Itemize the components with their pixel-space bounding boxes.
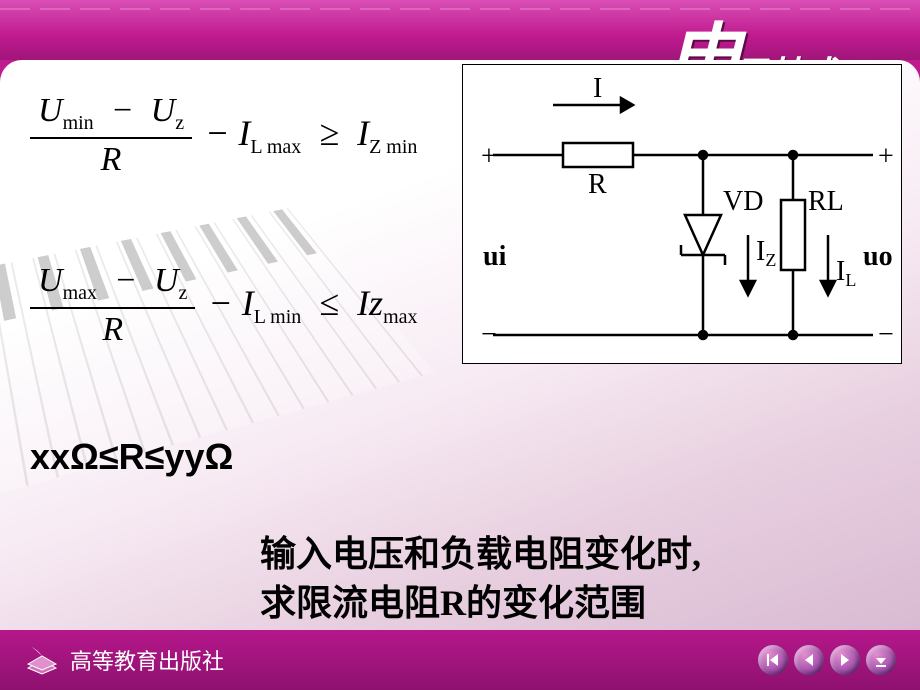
f2-den: R bbox=[30, 309, 195, 351]
circuit-VD-label: VD bbox=[723, 186, 763, 217]
circuit-ui-label: ui bbox=[483, 241, 507, 272]
f1-t2: I bbox=[238, 113, 250, 153]
f1-t3: I bbox=[357, 113, 369, 153]
f2-t2-sub: L min bbox=[254, 306, 302, 328]
circuit-plus-left: + bbox=[481, 141, 497, 172]
f2-num-right: U bbox=[154, 262, 179, 299]
formula-1: Umin − Uz R − IL max ≥ IZ min bbox=[30, 90, 417, 181]
formula-2: Umax − Uz R − IL min ≤ Izmax bbox=[30, 260, 418, 351]
nav-first-button[interactable] bbox=[758, 645, 788, 675]
publisher-name: 高等教育出版社 bbox=[70, 644, 224, 676]
f2-num-left: U bbox=[38, 262, 63, 299]
f2-t3: Iz bbox=[357, 283, 383, 323]
footer-bar: 高等教育出版社 bbox=[0, 630, 920, 690]
f2-op: ≤ bbox=[319, 283, 339, 323]
f1-num-left-sub: min bbox=[63, 112, 94, 134]
f1-op: ≥ bbox=[319, 113, 339, 153]
question-line-1: 输入电压和负载电阻变化时, bbox=[260, 530, 701, 579]
f2-t3-sub: max bbox=[383, 306, 417, 328]
header-bar: 电 子技术 基础 bbox=[0, 0, 920, 60]
nav-buttons bbox=[758, 645, 896, 675]
f1-num-right: U bbox=[151, 92, 176, 129]
result-line: xxΩ≤R≤yyΩ bbox=[30, 436, 233, 478]
fraction-2: Umax − Uz R bbox=[30, 260, 195, 351]
circuit-plus-right: + bbox=[878, 141, 894, 172]
f1-num-right-sub: z bbox=[175, 112, 184, 134]
f1-num-left: U bbox=[38, 92, 63, 129]
nav-next-button[interactable] bbox=[830, 645, 860, 675]
nav-download-button[interactable] bbox=[866, 645, 896, 675]
circuit-diagram: I R VD RL ui uo + + − − IZ IL bbox=[462, 64, 902, 364]
publisher-logo-icon bbox=[24, 644, 60, 676]
question-text: 输入电压和负载电阻变化时, 求限流电阻R的变化范围 bbox=[260, 530, 701, 627]
publisher-block: 高等教育出版社 bbox=[24, 644, 224, 676]
f2-num-left-sub: max bbox=[63, 282, 97, 304]
circuit-uo-label: uo bbox=[863, 241, 893, 272]
f2-t2: I bbox=[242, 283, 254, 323]
fraction-1: Umin − Uz R bbox=[30, 90, 192, 181]
nav-prev-button[interactable] bbox=[794, 645, 824, 675]
f1-t3-sub: Z min bbox=[369, 136, 417, 158]
slide-content: Umin − Uz R − IL max ≥ IZ min Umax − Uz … bbox=[0, 60, 920, 630]
circuit-minus-right: − bbox=[878, 319, 894, 350]
circuit-minus-left: − bbox=[481, 319, 497, 350]
f2-num-right-sub: z bbox=[179, 282, 188, 304]
circuit-Iz-label: IZ bbox=[756, 236, 776, 270]
circuit-R-label: R bbox=[588, 169, 607, 200]
f1-den: R bbox=[30, 139, 192, 181]
circuit-I-label: I bbox=[593, 73, 602, 104]
circuit-RL-label: RL bbox=[808, 186, 844, 217]
question-line-2: 求限流电阻R的变化范围 bbox=[260, 579, 701, 628]
circuit-IL-label: IL bbox=[836, 256, 856, 290]
f1-t2-sub: L max bbox=[250, 136, 301, 158]
